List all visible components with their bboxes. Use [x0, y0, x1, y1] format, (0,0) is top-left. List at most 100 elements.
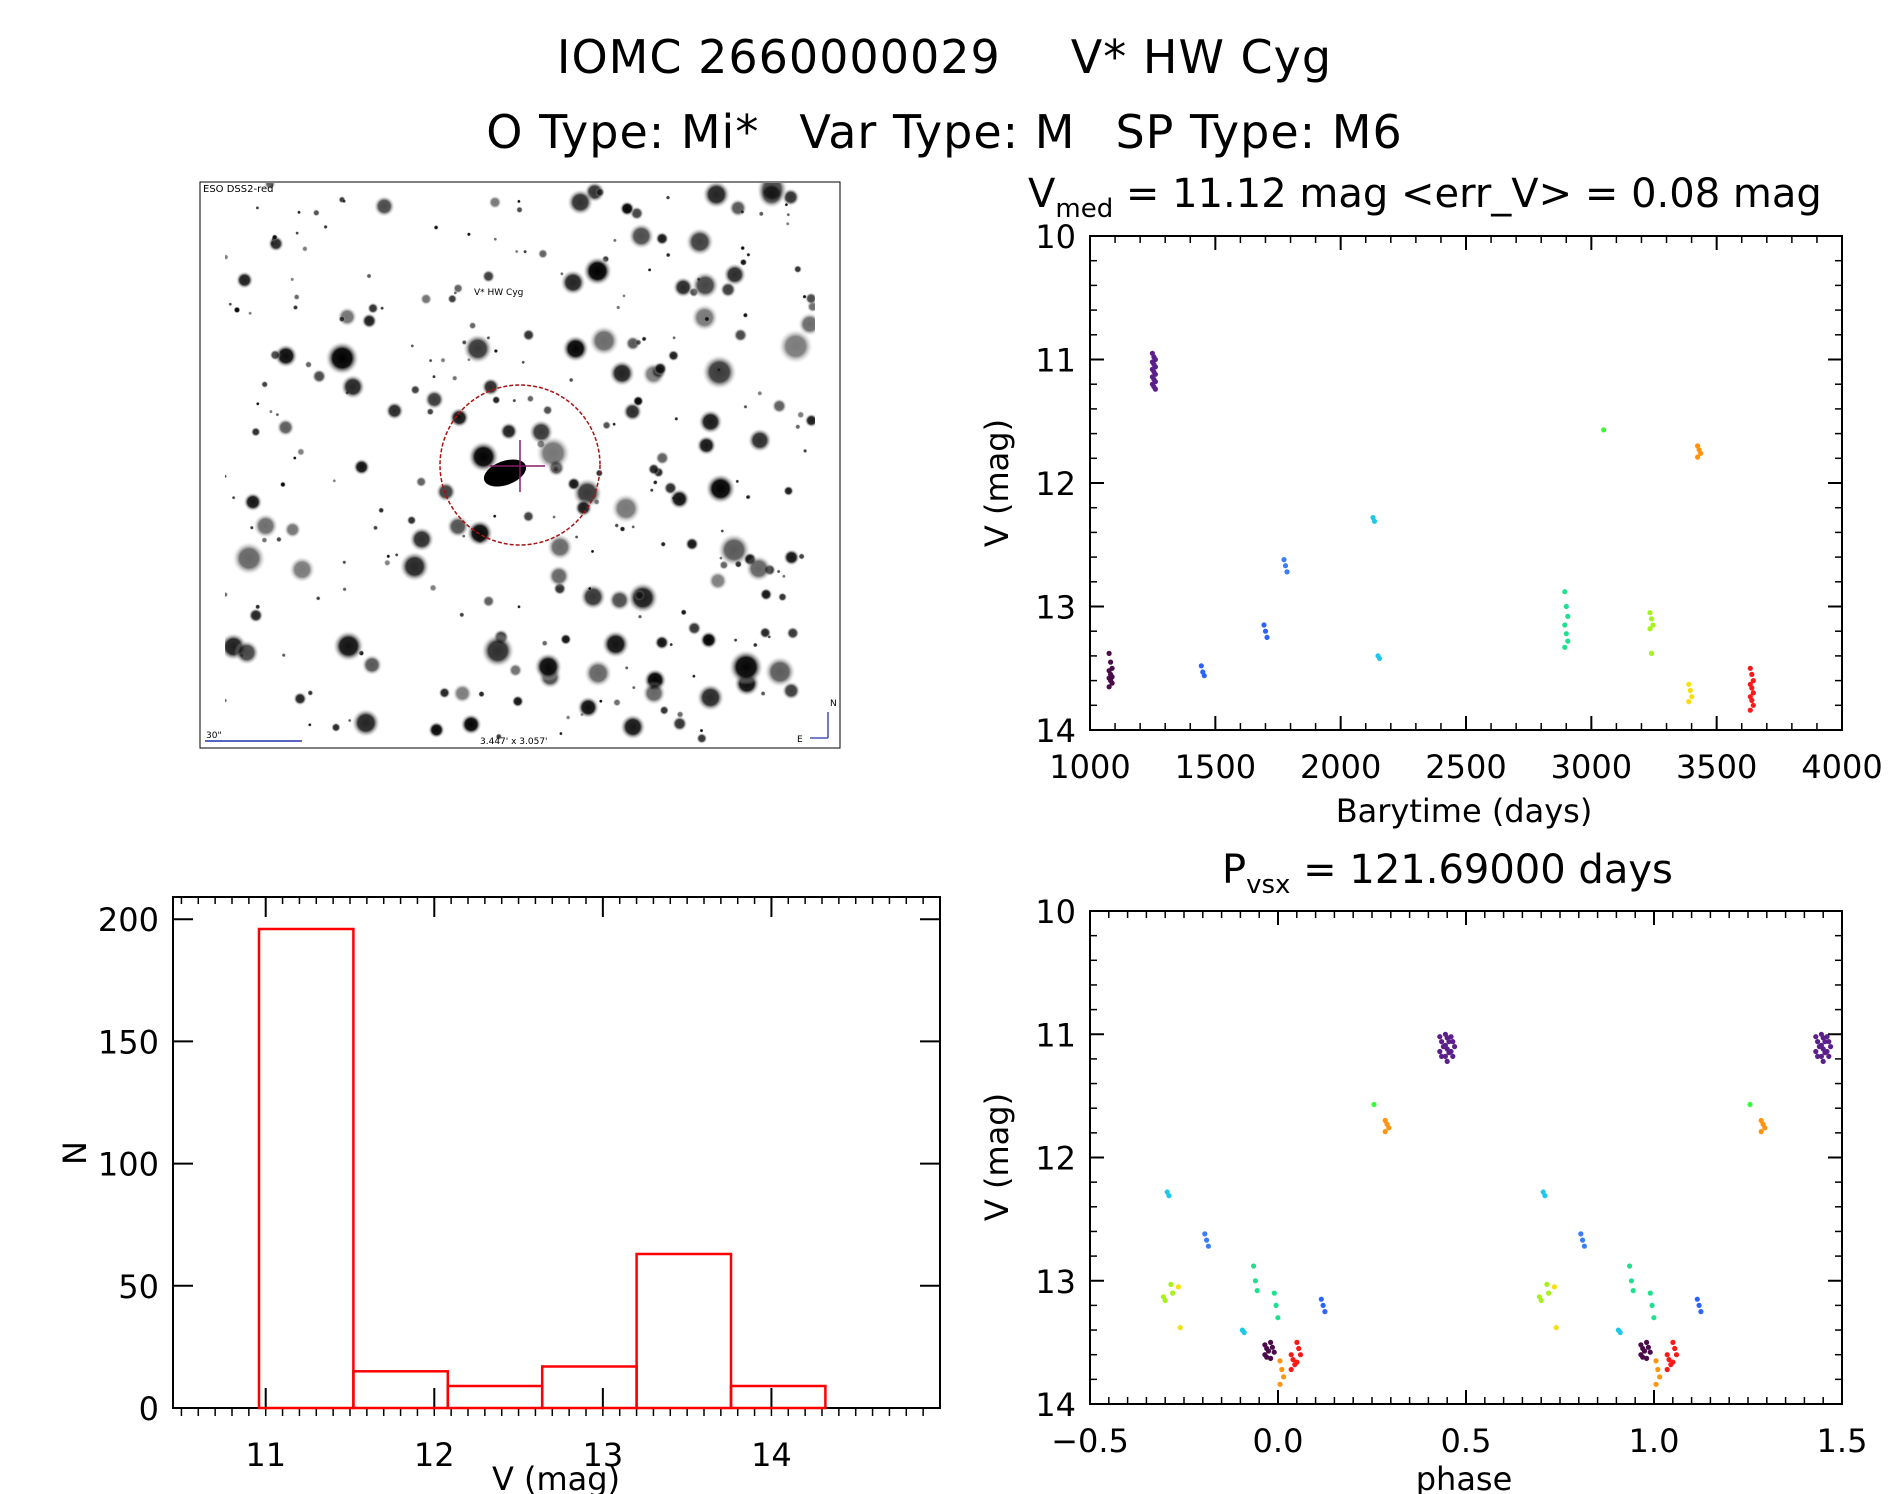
light-curve-point: [1750, 702, 1756, 708]
phased-curve-xlabel: phase: [1416, 1460, 1513, 1494]
field-star: [248, 607, 264, 623]
phased-curve-title: Pvsx = 121.69000 days: [1222, 847, 1673, 900]
field-star: [669, 488, 690, 510]
light-curve-title: Vmed = 11.12 mag <err_V> = 0.08 mag: [1028, 171, 1822, 224]
field-star: [253, 513, 279, 539]
field-star: [528, 419, 554, 445]
field-star: [659, 705, 670, 716]
field-star: [225, 698, 228, 703]
light-curve-ylabel: V (mag): [978, 419, 1016, 547]
field-star: [248, 311, 253, 316]
light-curve-points: [1106, 350, 1756, 713]
field-star: [757, 390, 763, 397]
phased-curve-point: [1281, 1374, 1287, 1380]
field-star: [515, 206, 524, 214]
phased-curve-ylabel: V (mag): [978, 1093, 1016, 1221]
target-label: V* HW Cyg: [474, 288, 523, 298]
field-star: [235, 271, 254, 289]
field-star: [552, 515, 557, 519]
phased-curve-point: [1442, 1053, 1448, 1059]
phased-curve-point: [1628, 1278, 1634, 1284]
phased-curve-point: [1268, 1355, 1274, 1361]
phased-curve-point: [1672, 1345, 1678, 1352]
y-tick-label: 10: [1035, 218, 1076, 256]
field-star: [786, 626, 800, 640]
field-star: [315, 595, 321, 601]
x-tick-label: 4000: [1801, 748, 1882, 786]
field-star: [615, 305, 621, 310]
field-star: [582, 256, 613, 286]
histogram-bar: [257, 927, 355, 1410]
field-star: [331, 722, 341, 733]
field-star: [733, 327, 748, 343]
field-star: [742, 312, 749, 319]
phased-curve-point: [1820, 1058, 1826, 1064]
field-star: [561, 335, 590, 363]
phased-curve-point: [1166, 1193, 1172, 1199]
field-star: [698, 409, 723, 435]
x-tick-label: 0.0: [1253, 1422, 1304, 1460]
light-curve-point: [1562, 589, 1568, 595]
phased-curve-point: [1645, 1344, 1651, 1350]
field-star: [268, 409, 273, 414]
field-star: [512, 398, 517, 403]
light-curve-point: [1687, 687, 1693, 694]
field-star: [777, 592, 788, 602]
field-star: [433, 224, 439, 231]
phased-curve-point: [1664, 1352, 1670, 1358]
field-star: [745, 495, 750, 500]
x-tick-label: 13: [582, 1436, 623, 1474]
field-star: [435, 481, 457, 503]
light-curve-frame: [1089, 235, 1843, 731]
field-star: [696, 435, 717, 456]
field-star: [453, 290, 458, 295]
field-star: [511, 695, 524, 708]
field-star: [672, 335, 677, 340]
phased-curve-point: [1551, 1284, 1557, 1290]
phased-curve-point: [1204, 1237, 1210, 1243]
phased-curve-point: [1288, 1366, 1294, 1373]
field-star: [271, 234, 278, 241]
phased-curve-point: [1538, 1297, 1544, 1304]
field-star: [760, 690, 766, 697]
field-star: [415, 476, 427, 488]
field-star: [514, 249, 519, 254]
field-star: [637, 614, 643, 620]
y-tick-label: 11: [1035, 1016, 1076, 1054]
field-star: [338, 315, 346, 323]
field-star: [660, 541, 667, 548]
y-tick-label: 0: [139, 1390, 159, 1428]
field-star: [655, 231, 669, 246]
field-star: [739, 258, 748, 267]
field-star: [718, 556, 723, 561]
field-star: [420, 292, 433, 306]
field-star: [273, 343, 298, 368]
field-star: [466, 232, 472, 237]
field-star: [593, 498, 601, 506]
field-star: [447, 293, 458, 304]
field-star: [342, 199, 347, 204]
histogram-axes: 11 12 13 14 0 50 100 150 200: [98, 897, 940, 1474]
field-star: [558, 731, 563, 736]
phased-curve-point: [1177, 1325, 1183, 1331]
phased-curve-point: [1816, 1044, 1822, 1050]
phased-curve-point: [1162, 1297, 1168, 1304]
phased-curve-point: [1440, 1044, 1446, 1050]
field-star: [426, 407, 435, 416]
phased-curve-axes: −0.5 0.0 0.5 1.0 1.5 10 11 12 13 14: [1035, 893, 1867, 1460]
field-star: [297, 210, 301, 215]
field-star: [587, 586, 592, 591]
histogram-bar: [635, 1252, 733, 1410]
field-star: [574, 499, 593, 517]
field-star: [283, 520, 302, 539]
phased-curve-point: [1640, 1354, 1646, 1360]
x-tick-label: 1.0: [1629, 1422, 1680, 1460]
field-star: [385, 401, 404, 421]
field-star: [612, 698, 622, 707]
field-star: [452, 683, 473, 704]
histogram-bar: [729, 1384, 827, 1410]
field-star: [409, 526, 435, 552]
field-star: [459, 612, 465, 618]
field-star: [719, 281, 737, 298]
field-star: [701, 354, 738, 390]
